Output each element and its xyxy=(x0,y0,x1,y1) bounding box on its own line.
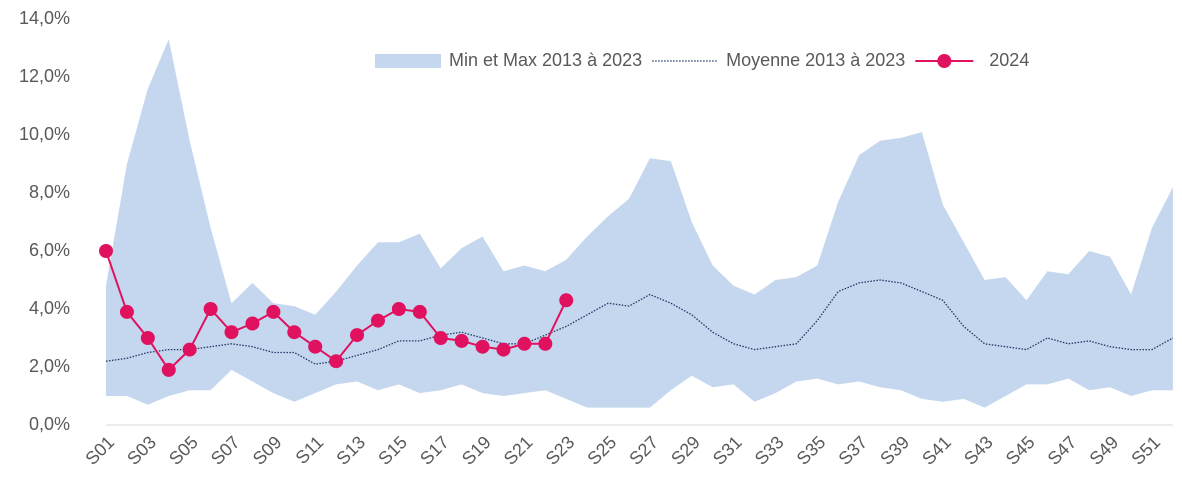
marker xyxy=(517,336,532,351)
y-tick-label: 8,0% xyxy=(29,182,70,202)
x-tick-label: S35 xyxy=(793,432,830,469)
marker xyxy=(391,302,406,316)
y-tick-label: 4,0% xyxy=(29,298,70,318)
x-tick-label: S21 xyxy=(500,432,537,469)
marker xyxy=(140,331,155,345)
x-tick-label: S33 xyxy=(751,432,788,469)
marker xyxy=(287,325,302,340)
marker xyxy=(308,339,323,354)
marker xyxy=(224,325,239,340)
x-tick-label: S19 xyxy=(458,432,495,469)
marker xyxy=(433,331,448,345)
x-tick-label: S47 xyxy=(1044,432,1081,469)
marker xyxy=(350,328,365,343)
y-tick-label: 12,0% xyxy=(19,66,70,86)
y-tick-label: 6,0% xyxy=(29,240,70,260)
legend-label: Min et Max 2013 à 2023 xyxy=(449,50,642,70)
x-tick-label: S13 xyxy=(332,432,369,469)
marker xyxy=(99,244,113,258)
marker xyxy=(329,354,344,369)
marker xyxy=(370,313,385,328)
x-tick-label: S15 xyxy=(374,432,411,469)
marker xyxy=(454,333,469,348)
x-tick-label: S11 xyxy=(292,432,328,468)
y-tick-label: 10,0% xyxy=(19,124,70,144)
marker xyxy=(119,304,134,319)
marker xyxy=(538,336,553,351)
marker xyxy=(245,316,260,331)
x-tick-label: S25 xyxy=(583,432,620,469)
x-tick-label: S43 xyxy=(960,432,997,469)
x-tick-label: S03 xyxy=(123,432,160,469)
x-tick-label: S05 xyxy=(165,432,202,469)
x-tick-label: S41 xyxy=(918,432,955,469)
legend-label: Moyenne 2013 à 2023 xyxy=(726,50,905,70)
legend-marker xyxy=(937,54,952,68)
marker xyxy=(475,339,490,354)
x-tick-label: S31 xyxy=(709,432,746,469)
mean-line xyxy=(105,279,1174,365)
x-tick-label: S17 xyxy=(416,432,453,469)
x-tick-label: S39 xyxy=(876,432,913,469)
marker xyxy=(161,362,176,377)
x-tick-label: S29 xyxy=(667,432,704,469)
y-tick-label: 14,0% xyxy=(19,8,70,28)
x-tick-label: S51 xyxy=(1127,432,1164,469)
range-area xyxy=(106,39,1173,408)
marker xyxy=(203,302,218,316)
marker xyxy=(266,304,281,319)
marker xyxy=(412,304,427,319)
legend-swatch xyxy=(375,54,441,68)
marker xyxy=(496,342,511,357)
x-tick-label: S27 xyxy=(625,432,662,469)
marker xyxy=(182,342,197,357)
x-tick-label: S49 xyxy=(1086,432,1123,469)
y-tick-label: 2,0% xyxy=(29,356,70,376)
x-tick-label: S07 xyxy=(207,432,244,469)
x-tick-label: S01 xyxy=(81,432,118,469)
x-tick-label: S09 xyxy=(249,432,286,469)
y-tick-label: 0,0% xyxy=(29,414,70,434)
marker xyxy=(559,293,574,308)
x-tick-label: S37 xyxy=(835,432,872,469)
x-tick-label: S23 xyxy=(542,432,579,469)
x-tick-label: S45 xyxy=(1002,432,1039,469)
legend-label: 2024 xyxy=(989,50,1029,70)
